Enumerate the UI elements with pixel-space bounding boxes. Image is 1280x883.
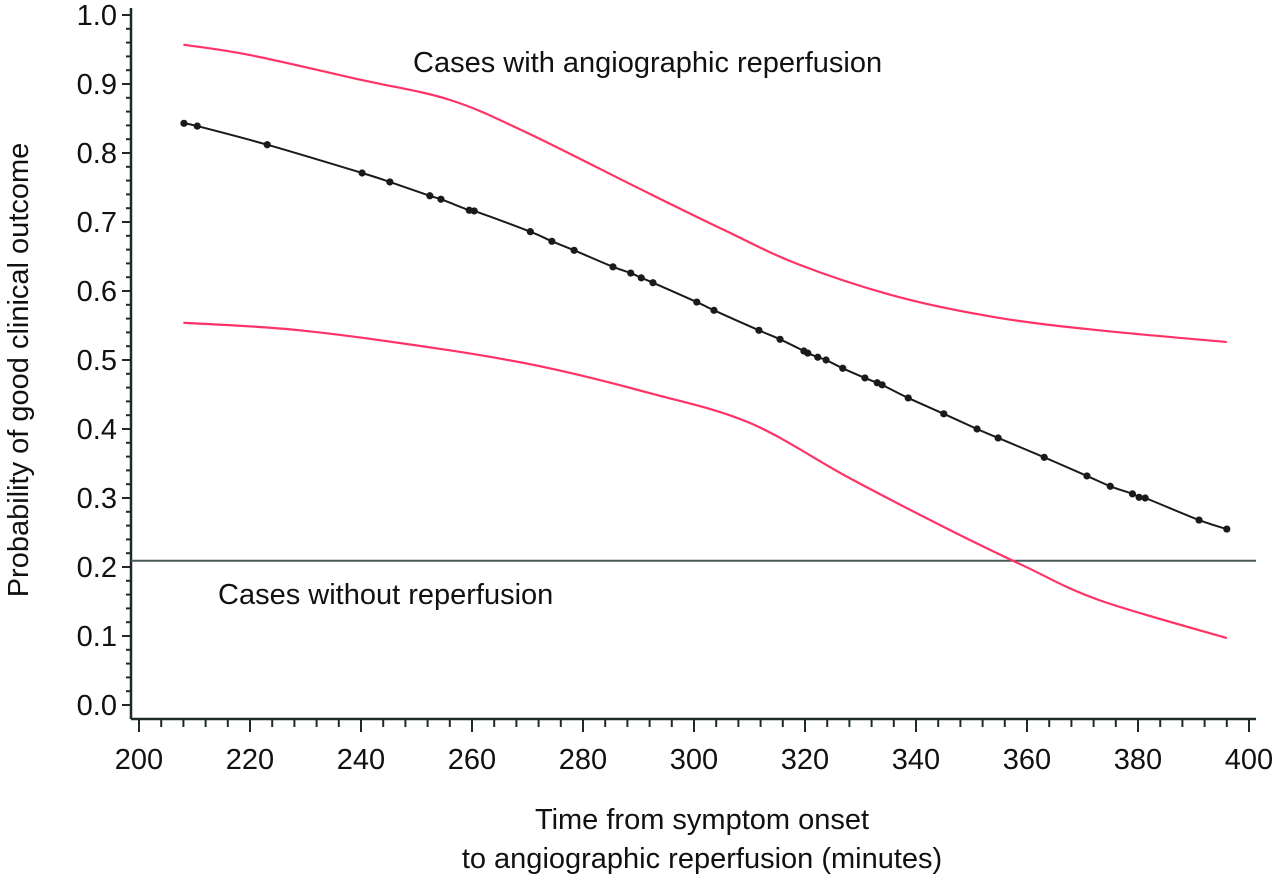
estimate-point — [973, 425, 981, 433]
estimate-point — [526, 228, 534, 236]
annotation-with-reperfusion: Cases with angiographic reperfusion — [413, 47, 882, 79]
annotation-without-reperfusion: Cases without reperfusion — [218, 579, 553, 611]
marks — [131, 43, 1256, 640]
estimate-point — [637, 274, 645, 282]
estimate-point — [193, 122, 201, 130]
estimate-point — [386, 178, 394, 186]
x-tick-label: 360 — [1003, 744, 1051, 776]
estimate-point — [822, 356, 830, 364]
x-tick-label: 220 — [226, 744, 274, 776]
estimate-point — [180, 119, 188, 127]
estimate-point — [693, 298, 701, 306]
axes: 200 220 240 260 280 300 320 340 360 380 400 0.0 0.1 0… — [77, 0, 1274, 776]
estimate-point — [627, 269, 635, 277]
estimate-point — [437, 195, 445, 203]
x-axis-label-line2: to angiographic reperfusion (minutes) — [462, 843, 942, 875]
estimate-point — [710, 306, 718, 314]
lower-ci-line — [183, 321, 1228, 640]
y-tick-label: 0.2 — [77, 552, 117, 584]
y-tick-label: 0.1 — [77, 621, 117, 653]
estimate-point — [1040, 453, 1048, 461]
estimate-line — [183, 122, 1228, 531]
estimate-point — [470, 207, 478, 215]
estimate-point — [548, 237, 556, 245]
estimate-point — [570, 246, 578, 254]
x-axis-label-line1: Time from symptom onset — [535, 804, 869, 836]
estimate-point — [263, 141, 271, 149]
estimate-point — [776, 335, 784, 343]
x-tick-label: 280 — [559, 744, 607, 776]
estimate-point — [878, 381, 886, 389]
x-tick-label: 320 — [781, 744, 829, 776]
estimate-point — [940, 410, 948, 418]
y-tick-label: 0.8 — [77, 138, 117, 170]
estimate-point — [755, 326, 763, 334]
estimate-point — [1128, 490, 1137, 498]
estimate-point — [1083, 472, 1091, 480]
y-tick-label: 0.9 — [77, 69, 117, 101]
y-tick-label: 1.0 — [77, 0, 117, 32]
estimate-point — [861, 374, 869, 382]
y-tick-label: 0.4 — [77, 414, 117, 446]
estimate-point — [994, 434, 1002, 442]
x-tick-label: 380 — [1114, 744, 1162, 776]
y-axis-label: Probability of good clinical outcome — [3, 143, 35, 598]
estimate-point — [649, 279, 657, 287]
estimate-point — [358, 169, 366, 177]
estimate-point — [1195, 516, 1203, 524]
y-tick-label: 0.5 — [77, 345, 117, 377]
upper-ci-line — [183, 43, 1227, 344]
estimate-point — [904, 394, 912, 402]
estimate-point — [1141, 494, 1149, 502]
x-tick-label: 240 — [337, 744, 385, 776]
x-tick-label: 400 — [1225, 744, 1273, 776]
estimate-point — [1223, 525, 1231, 533]
estimate-point — [609, 263, 617, 271]
estimate-point — [804, 349, 812, 357]
estimate-point — [814, 353, 822, 361]
y-tick-label: 0.3 — [77, 483, 117, 515]
x-tick-label: 340 — [892, 744, 940, 776]
x-tick-label: 200 — [115, 744, 163, 776]
y-tick-label: 0.7 — [77, 207, 117, 239]
estimate-point — [1106, 482, 1114, 490]
x-tick-label: 300 — [670, 744, 718, 776]
estimate-point — [426, 192, 434, 200]
x-tick-label: 260 — [448, 744, 496, 776]
y-tick-label: 0.6 — [77, 276, 117, 308]
y-tick-label: 0.0 — [77, 690, 117, 722]
estimate-point — [839, 364, 847, 372]
estimate-point — [1135, 493, 1143, 501]
